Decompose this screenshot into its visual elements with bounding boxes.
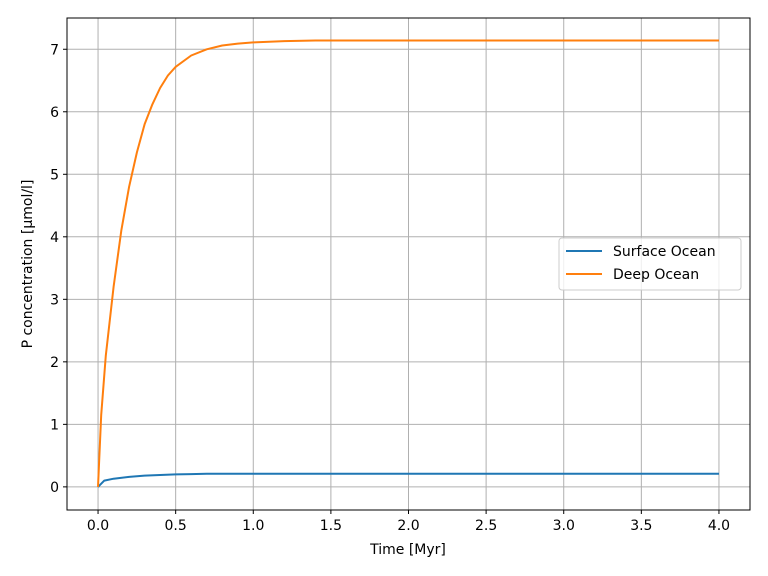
y-axis: 0 1 2 3 4 5 6 7 bbox=[50, 42, 67, 496]
x-tick-label: 0.5 bbox=[165, 518, 187, 534]
y-tick-label: 3 bbox=[50, 292, 59, 308]
y-tick-label: 5 bbox=[50, 167, 59, 183]
y-tick-label: 4 bbox=[50, 230, 59, 246]
y-tick-label: 7 bbox=[50, 42, 59, 58]
y-tick-label: 1 bbox=[50, 417, 59, 433]
legend-label-surface-ocean: Surface Ocean bbox=[613, 244, 716, 260]
series-line-deep-ocean bbox=[97, 39, 719, 487]
x-axis-label: Time [Myr] bbox=[369, 542, 446, 558]
y-axis-label: P concentration [μmol/l] bbox=[20, 180, 36, 349]
legend: Surface Ocean Deep Ocean bbox=[558, 237, 742, 291]
x-tick-label: 2.0 bbox=[397, 518, 419, 534]
x-tick-label: 3.0 bbox=[553, 518, 575, 534]
y-tick-label: 2 bbox=[50, 355, 59, 371]
legend-box bbox=[558, 237, 742, 291]
x-tick-label: 0.0 bbox=[87, 518, 109, 534]
x-tick-label: 2.5 bbox=[475, 518, 497, 534]
x-tick-label: 1.5 bbox=[320, 518, 342, 534]
x-axis: 0.0 0.5 1.0 1.5 2.0 2.5 3.0 3.5 4.0 bbox=[87, 510, 730, 534]
legend-label-deep-ocean: Deep Ocean bbox=[613, 267, 699, 283]
series-group bbox=[97, 39, 719, 488]
series-line-surface-ocean bbox=[97, 472, 719, 488]
x-tick-label: 4.0 bbox=[708, 518, 730, 534]
x-tick-label: 3.5 bbox=[630, 518, 652, 534]
y-tick-label: 6 bbox=[50, 105, 59, 121]
x-tick-label: 1.0 bbox=[242, 518, 264, 534]
y-tick-label: 0 bbox=[50, 480, 59, 496]
